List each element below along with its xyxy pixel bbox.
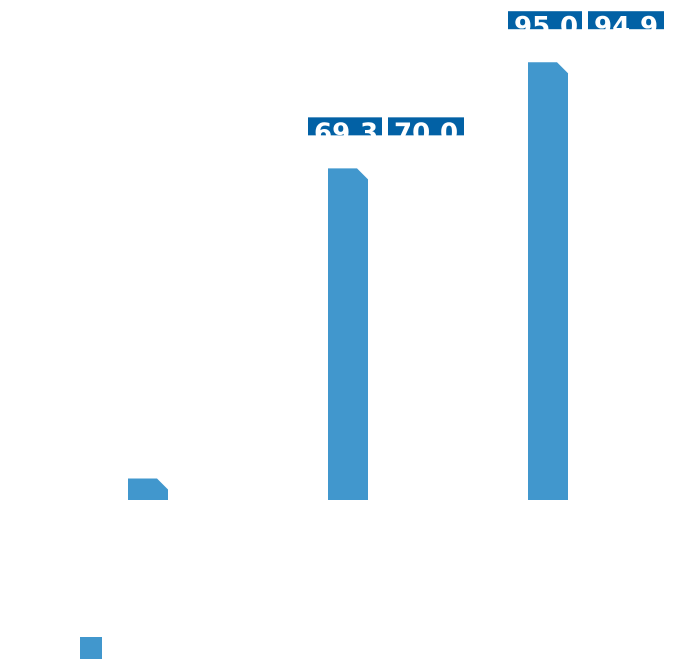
bar xyxy=(128,478,168,500)
data-label: 70.0 xyxy=(394,118,458,148)
data-label: 69.3 xyxy=(314,118,378,148)
data-label: 95.0 xyxy=(514,12,578,42)
bar xyxy=(528,62,568,500)
data-label-box xyxy=(308,117,382,136)
legend-swatch xyxy=(80,637,102,659)
data-label-box xyxy=(508,11,582,30)
bar xyxy=(328,168,368,500)
data-label-box xyxy=(588,11,664,30)
data-label: 94.9 xyxy=(594,12,658,42)
data-label-box xyxy=(388,117,464,136)
